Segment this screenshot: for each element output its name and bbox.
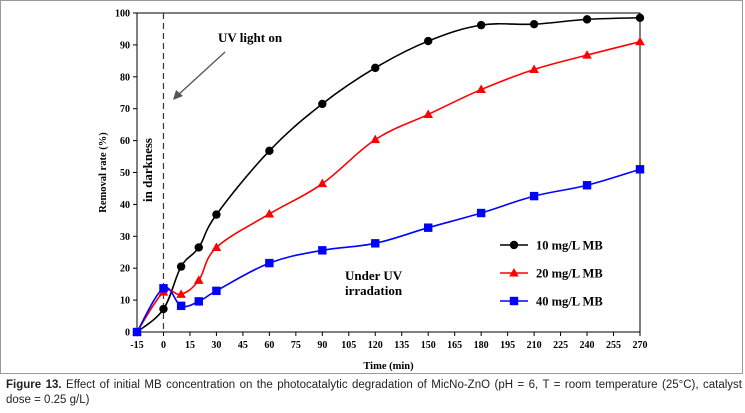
chart-container: -15 0 15 30 45 60 75 90 105 120 135 150 165 180 195 210… [0,0,743,374]
y-tick-label: 50 [120,168,130,179]
data-point-series-1 [318,99,327,109]
data-point-series-1 [529,19,539,29]
x-tick-label: 0 [161,340,166,351]
data-point-series-3 [159,284,168,293]
data-point-series-2 [423,109,434,118]
under-uv-annotation-line1: Under UV [345,268,403,283]
x-tick-label: 180 [474,340,489,351]
caption-label: Figure 13. [6,379,62,391]
data-point-series-2 [211,242,222,251]
x-axis-label: Time (min) [363,361,414,372]
data-point-series-2 [582,50,592,59]
y-tick-label: 80 [120,72,130,83]
x-tick-label: 90 [317,340,327,351]
data-point-series-2 [264,208,275,218]
x-tick-label: 120 [368,340,383,351]
x-tick-label: 240 [580,340,595,351]
in-darkness-annotation: in darkness [140,138,155,202]
data-point-series-1 [212,210,221,219]
x-tick-label: 45 [238,340,248,351]
data-point-series-2 [193,275,204,284]
x-tick-label: 270 [633,340,648,351]
data-point-series-3 [212,286,221,296]
figure-caption: Figure 13. Effect of initial MB concentr… [6,378,742,408]
data-point-series-1 [159,304,168,314]
legend-marker-2 [509,268,519,277]
data-point-series-1 [176,262,186,271]
line-chart: -15 0 15 30 45 60 75 90 105 120 135 150 165 180 195 210… [0,0,743,374]
x-tick-label: 60 [264,340,274,351]
y-tick-label: 40 [120,200,130,211]
data-point-series-3 [529,191,539,201]
data-point-series-3 [476,208,486,218]
y-tick-label: 20 [120,264,130,275]
x-tick-label: -15 [130,340,143,351]
data-point-series-2 [635,36,645,46]
y-tick-label: 100 [115,9,130,20]
y-tick-label: 0 [125,328,130,339]
data-point-series-1 [265,146,274,156]
y-tick-label: 30 [120,232,130,243]
data-point-series-3 [132,327,142,337]
data-point-series-3 [371,239,380,248]
data-point-series-3 [582,181,592,190]
uv-arrow-head [173,90,183,100]
data-point-series-2 [176,289,186,298]
caption-text: Effect of initial MB concentration on th… [6,379,742,406]
y-axis-label: Removal rate (%) [98,132,109,213]
data-point-series-2 [476,84,486,94]
legend-label-2: 20 mg/L MB [536,267,603,281]
x-tick-label: 195 [500,340,515,351]
uv-arrow-shaft [177,51,226,96]
x-tick-label: 15 [185,340,195,351]
figure-border [0,0,743,374]
data-point-series-3 [635,165,645,174]
x-tick-label: 135 [394,340,409,351]
under-uv-annotation-line2: irradation [345,283,403,298]
data-point-series-3 [176,301,186,311]
data-point-series-3 [318,246,327,255]
data-point-series-1 [476,20,486,30]
data-point-series-1 [371,63,380,73]
x-tick-label: 150 [421,340,436,351]
data-point-series-2 [370,134,381,144]
legend-marker-3 [509,296,519,306]
data-point-series-1 [194,243,203,252]
legend-label-3: 40 mg/L MB [536,295,603,309]
legend-marker-1 [509,240,519,250]
data-point-series-1 [424,36,433,46]
data-point-series-2 [529,64,539,73]
y-tick-label: 70 [120,104,130,115]
x-tick-label: 210 [527,340,542,351]
y-tick-label: 10 [120,296,130,307]
x-tick-label: 75 [291,340,301,351]
x-tick-label: 30 [211,340,221,351]
data-point-series-1 [582,15,592,24]
x-tick-label: 255 [606,340,621,351]
data-point-series-3 [194,297,203,306]
y-tick-label: 90 [120,40,130,51]
data-point-series-3 [424,223,433,232]
x-tick-label: 165 [447,340,462,351]
x-tick-label: 105 [341,340,356,351]
x-tick-label: 225 [553,340,568,351]
data-point-series-3 [265,258,274,268]
uv-light-on-annotation: UV light on [218,30,283,45]
data-point-series-2 [317,178,328,188]
legend-label-1: 10 mg/L MB [536,239,603,253]
data-point-series-1 [635,13,645,22]
y-tick-label: 60 [120,136,130,147]
caption-body: Figure 13. Effect of initial MB concentr… [6,378,742,408]
